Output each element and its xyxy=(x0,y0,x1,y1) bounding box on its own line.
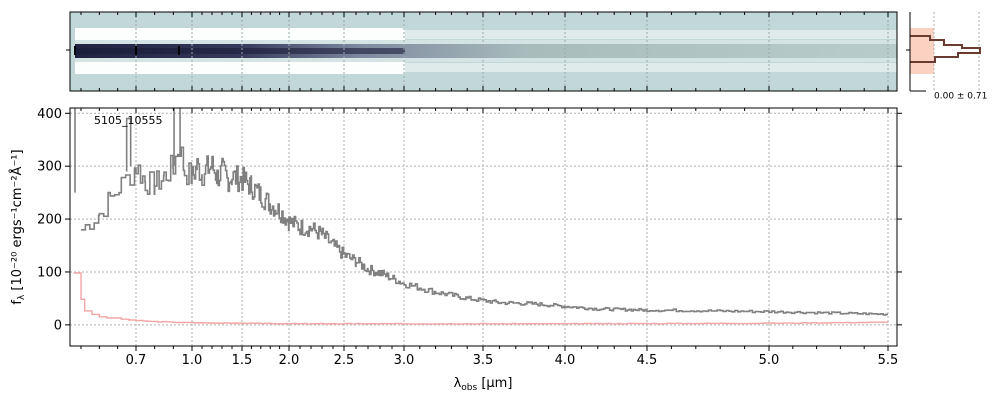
spectrum-1d-panel: 0 100 200 300 400 0.7 1.0 1.5 2.0 2.5 3.0 3.5 4.0 4.… xyxy=(37,107,902,368)
profile-label: 0.00 ± 0.71 xyxy=(934,92,987,102)
spectrum-2d-trace xyxy=(75,44,897,58)
x-tick-label: 5.5 xyxy=(878,353,899,368)
plot-area xyxy=(70,108,897,346)
spectrum-2d-trace-core xyxy=(75,48,405,54)
x-tick-label: 1.5 xyxy=(232,353,253,368)
x-tick-label: 0.7 xyxy=(126,353,147,368)
spectrum-2d-frame xyxy=(69,11,898,92)
x-tick-labels: 0.7 1.0 1.5 2.0 2.5 3.0 3.5 4.0 4.5 5.0 5.5 xyxy=(126,353,899,368)
x-tick-label: 1.0 xyxy=(182,353,203,368)
x-tick-label: 4.5 xyxy=(637,353,658,368)
spectrum-2d-halo-upper xyxy=(75,28,405,40)
axis-ticks xyxy=(65,108,902,351)
object-annotation: 5105_10555 xyxy=(94,114,163,127)
y-tick-label: 300 xyxy=(37,160,62,175)
error-series-line xyxy=(73,272,889,325)
profile-inset: 0.00 ± 0.71 xyxy=(906,12,987,102)
y-tick-label: 100 xyxy=(37,265,62,280)
x-tick-label: 2.0 xyxy=(279,353,300,368)
flux-series-line xyxy=(81,146,888,316)
spectrum-2d-grid xyxy=(135,12,889,91)
x-tick-label: 5.0 xyxy=(759,353,780,368)
y-axis-label: fλ [10⁻²⁰ ergs⁻¹cm⁻²Å⁻¹] xyxy=(9,149,27,304)
x-axis-label: λobs [μm] xyxy=(454,376,513,393)
profile-fill xyxy=(910,28,934,74)
y-tick-label: 200 xyxy=(37,213,62,228)
y-tick-labels: 0 100 200 300 400 xyxy=(37,107,62,334)
spectrum-2d-panel xyxy=(66,11,898,92)
y-tick-label: 0 xyxy=(54,318,62,333)
x-tick-label: 3.0 xyxy=(394,353,415,368)
y-tick-label: 400 xyxy=(37,107,62,122)
x-tick-label: 4.0 xyxy=(555,353,576,368)
spectrum-2d-halo-lower-fade xyxy=(405,63,897,72)
x-tick-label: 3.5 xyxy=(473,353,494,368)
spectrum-2d-halo-upper-fade xyxy=(405,30,897,39)
spectrum-2d-halo-lower xyxy=(75,62,405,74)
profile-line xyxy=(910,35,981,63)
x-tick-label: 2.5 xyxy=(334,353,355,368)
flux-emission-line xyxy=(74,108,181,193)
